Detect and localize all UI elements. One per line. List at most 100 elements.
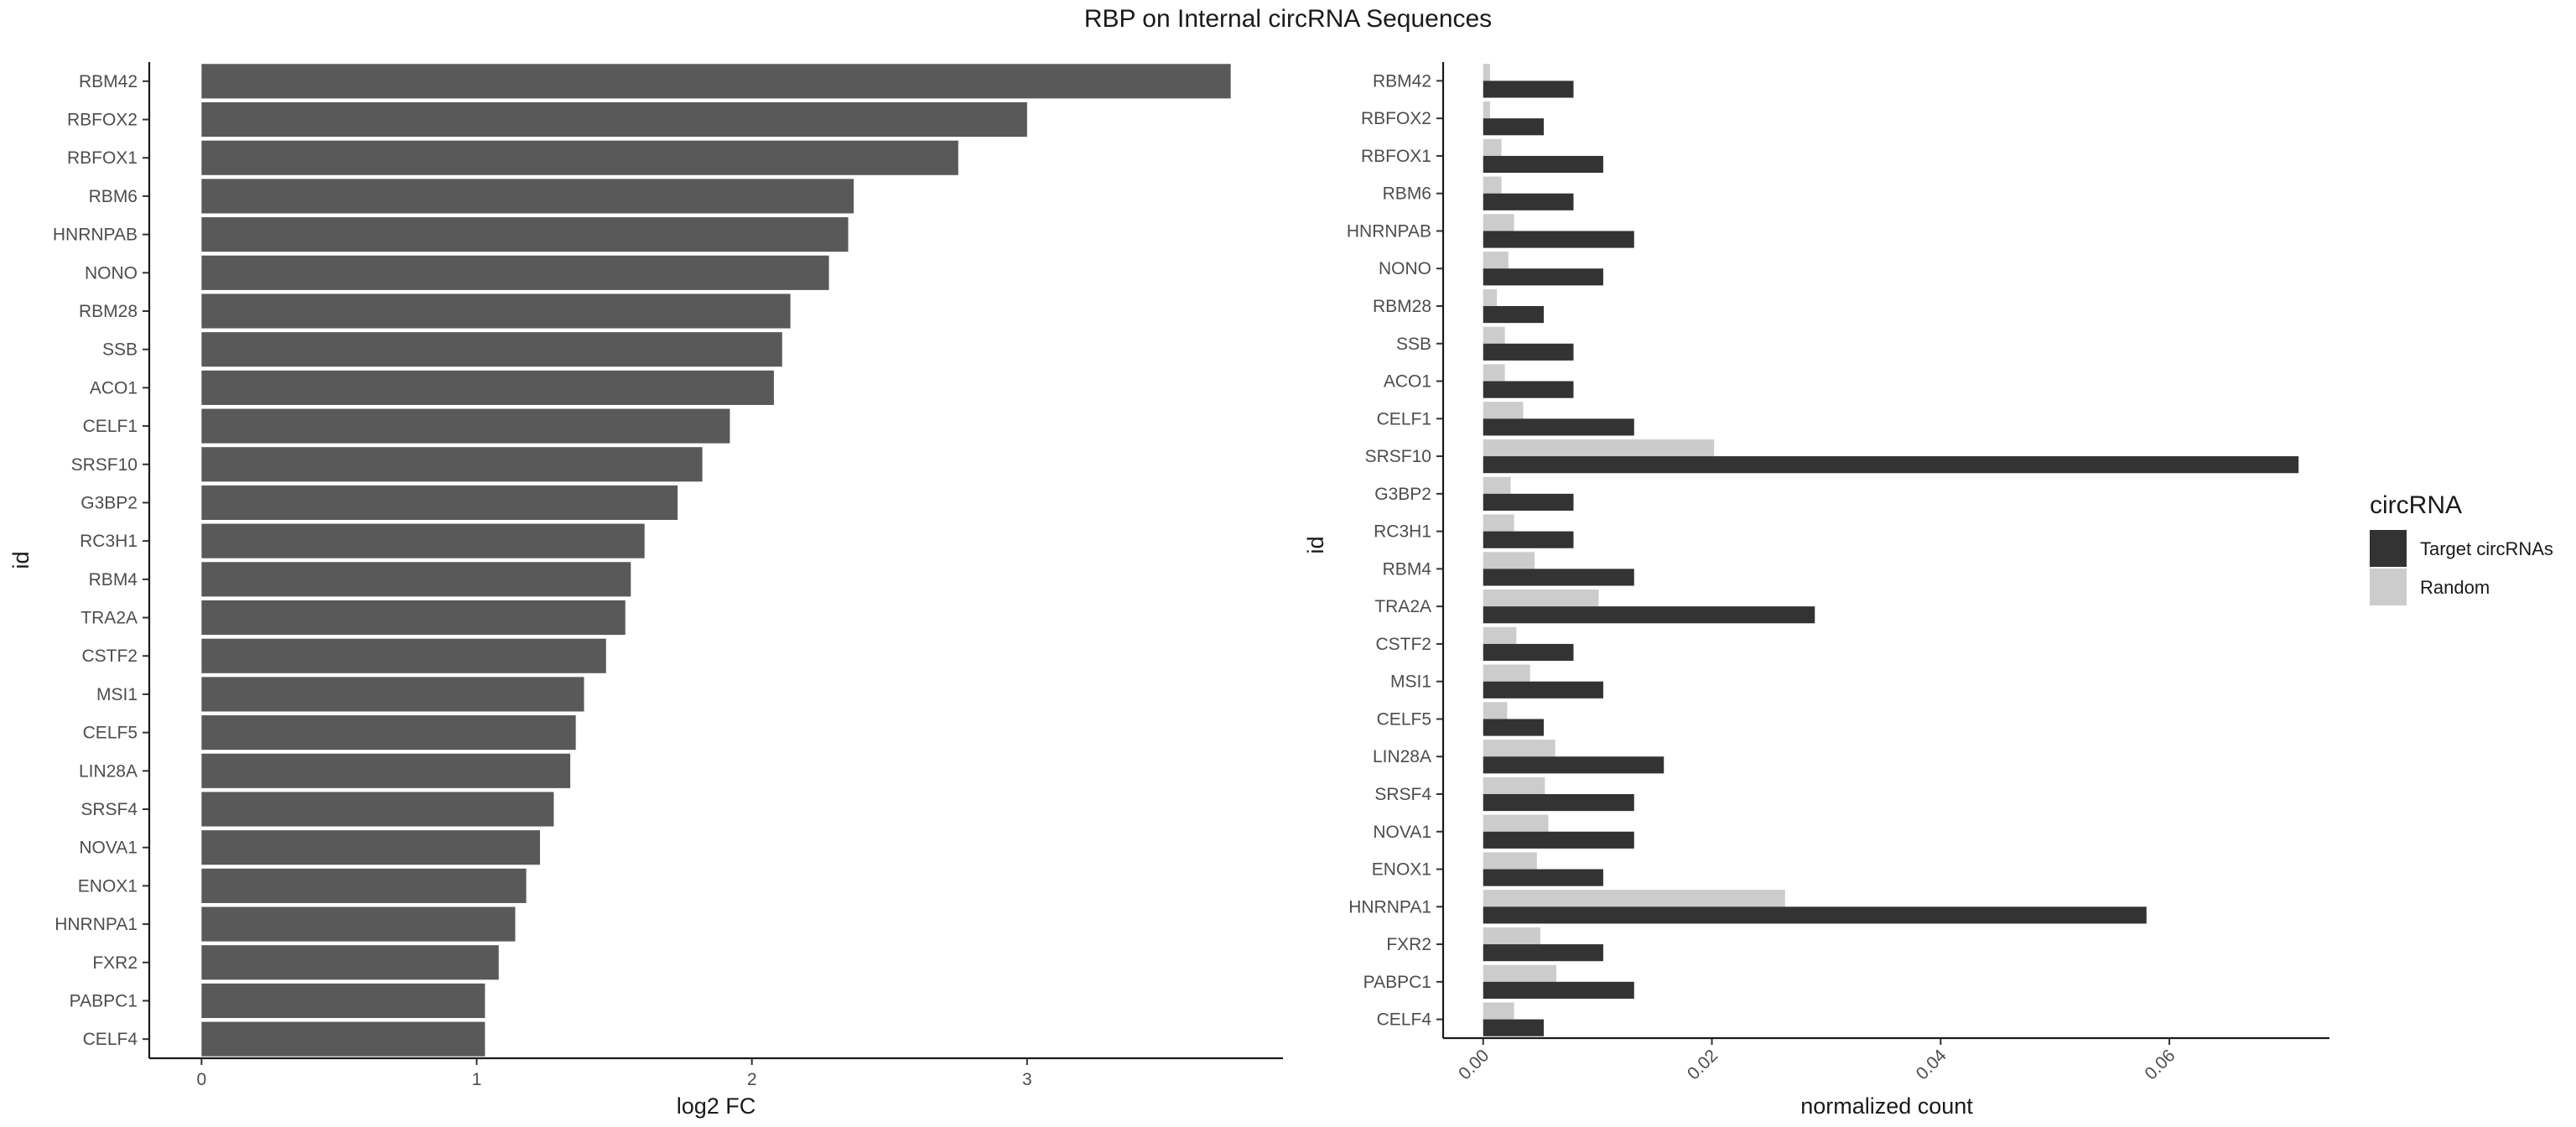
y-tick-label-nono: NONO (85, 263, 138, 283)
y-tick-label-g3bp2: G3BP2 (80, 493, 138, 512)
legend-swatch-random (2370, 569, 2407, 605)
bar-random-hnrnpa1 (1483, 890, 1785, 907)
bar-random-rbm6 (1483, 176, 1502, 194)
chart-title: RBP on Internal circRNA Sequences (1084, 5, 1492, 33)
x-tick-label: 3 (1022, 1070, 1032, 1089)
bar-random-srsf4 (1483, 776, 1545, 794)
y-tick-label-ssb: SSB (1396, 335, 1431, 354)
bar-random-hnrnpab (1483, 214, 1514, 231)
x-tick-label: 2 (747, 1070, 757, 1089)
y-tick-label-srsf4: SRSF4 (1374, 785, 1431, 804)
y-tick-label-hnrnpa1: HNRNPA1 (55, 915, 138, 934)
x-tick-label: 0 (197, 1070, 207, 1089)
bar-aco1 (201, 370, 774, 405)
x-tick-label: 0.04 (1913, 1046, 1950, 1083)
y-tick-label-pabpc1: PABPC1 (70, 991, 138, 1010)
bar-target-rbm4 (1483, 569, 1634, 586)
right-x-ticks: 0.00 0.02 0.04 0.06 (1455, 1038, 2179, 1083)
bar-random-rbfox1 (1483, 138, 1502, 156)
y-tick-label-fxr2: FXR2 (92, 953, 138, 973)
bar-rbm4 (201, 562, 631, 597)
legend-label-target-circrnas: Target circRNAs (2420, 538, 2553, 559)
bar-nova1 (201, 830, 540, 865)
y-tick-label-aco1: ACO1 (1384, 372, 1431, 392)
bar-target-tra2a (1483, 606, 1815, 624)
y-tick-label-hnrnpab: HNRNPAB (53, 226, 138, 245)
bar-target-rbm42 (1483, 80, 1574, 98)
y-tick-label-celf4: CELF4 (1377, 1010, 1432, 1030)
bar-target-nova1 (1483, 831, 1634, 849)
y-tick-label-celf1: CELF1 (1377, 409, 1431, 428)
left-panel-log2fc: RBM42RBFOX2RBFOX1RBM6HNRNPABNONORBM28SSB… (8, 62, 1283, 1119)
bar-cstf2 (201, 638, 606, 673)
bar-random-nova1 (1483, 814, 1549, 832)
bar-target-srsf4 (1483, 794, 1634, 812)
x-tick-label: 0.02 (1684, 1046, 1722, 1083)
bar-enox1 (201, 868, 527, 903)
right-y-axis-title: id (1303, 536, 1328, 553)
bar-random-celf1 (1483, 402, 1524, 419)
bar-celf4 (201, 1021, 486, 1057)
y-tick-label-lin28a: LIN28A (1373, 747, 1431, 766)
bar-target-rbfox1 (1483, 155, 1603, 174)
bar-random-rbfox2 (1483, 101, 1490, 119)
left-x-ticks: 0 1 2 3 (197, 1058, 1032, 1089)
y-tick-label-aco1: ACO1 (90, 378, 138, 397)
bar-target-ssb (1483, 343, 1574, 361)
bar-rbm6 (201, 179, 854, 214)
bar-random-pabpc1 (1483, 964, 1557, 982)
y-tick-label-msi1: MSI1 (1390, 673, 1431, 692)
right-panel-normalized-count: RBM42 RBFOX2 RBFOX1 RBM6 HNRNPAB NONO RBM28 SSB… (1303, 62, 2329, 1119)
x-tick-label: 0.00 (1455, 1046, 1493, 1083)
bar-random-celf4 (1483, 1002, 1514, 1020)
bar-random-aco1 (1483, 364, 1505, 382)
y-tick-label-cstf2: CSTF2 (81, 647, 138, 666)
y-tick-label-nova1: NOVA1 (1373, 823, 1431, 842)
bar-target-celf1 (1483, 418, 1634, 436)
bar-target-nono (1483, 268, 1603, 286)
bar-target-celf4 (1483, 1019, 1545, 1036)
y-tick-label-rbfox1: RBFOX1 (1361, 147, 1431, 166)
bar-target-celf5 (1483, 719, 1545, 736)
left-x-axis-title: log2 FC (677, 1093, 756, 1119)
bar-pabpc1 (201, 983, 486, 1019)
right-bars (1483, 64, 2299, 1036)
bar-lin28a (201, 753, 571, 788)
bar-srsf4 (201, 792, 554, 827)
bar-target-lin28a (1483, 756, 1665, 774)
y-tick-label-ssb: SSB (102, 340, 138, 360)
right-x-axis-title: normalized count (1800, 1093, 1973, 1119)
y-tick-label-cstf2: CSTF2 (1375, 635, 1431, 654)
bar-target-msi1 (1483, 681, 1603, 699)
bar-target-rc3h1 (1483, 531, 1574, 548)
right-y-tick-labels: RBM42 RBFOX2 RBFOX1 RBM6 HNRNPAB NONO RBM28 SSB… (1347, 71, 1443, 1030)
bar-rbfox2 (201, 101, 1027, 138)
bar-random-rbm28 (1483, 288, 1498, 306)
bar-target-rbm6 (1483, 193, 1574, 210)
y-tick-label-rbm42: RBM42 (79, 72, 138, 91)
bar-target-hnrnpab (1483, 231, 1634, 248)
y-tick-label-celf1: CELF1 (83, 417, 138, 436)
bar-random-ssb (1483, 326, 1505, 344)
bar-target-rbm28 (1483, 306, 1545, 324)
bar-random-enox1 (1483, 852, 1537, 870)
bar-rbfox1 (201, 140, 958, 175)
y-tick-label-rbm28: RBM28 (1373, 297, 1431, 316)
y-tick-label-lin28a: LIN28A (79, 761, 138, 781)
bar-target-g3bp2 (1483, 493, 1574, 511)
bar-target-enox1 (1483, 869, 1603, 886)
bar-random-lin28a (1483, 740, 1555, 757)
bar-random-rbm4 (1483, 552, 1535, 569)
bar-celf5 (201, 715, 576, 750)
bar-random-tra2a (1483, 589, 1599, 607)
bar-random-msi1 (1483, 664, 1530, 682)
bar-random-rbm42 (1483, 64, 1490, 81)
y-tick-label-fxr2: FXR2 (1386, 935, 1431, 954)
legend: circRNA Target circRNAs Random (2370, 491, 2553, 605)
y-tick-label-srsf10: SRSF10 (1365, 447, 1431, 466)
legend-label-random: Random (2420, 577, 2490, 598)
y-tick-label-rbm28: RBM28 (79, 302, 138, 321)
left-bars (201, 64, 1231, 1057)
y-tick-label-celf4: CELF4 (83, 1030, 138, 1049)
